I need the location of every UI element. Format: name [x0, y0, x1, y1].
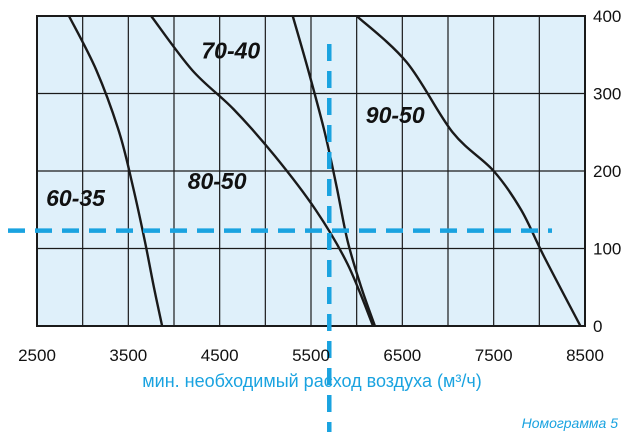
curve-60-35 [67, 15, 164, 327]
nomogram-caption: Номограмма 5 [522, 415, 619, 431]
x-tick-label: 8500 [566, 346, 604, 365]
y-tick-label: 400 [593, 7, 621, 26]
series-label-80-50: 80-50 [188, 168, 247, 194]
series-labels: 60-35 70-40 80-50 90-50 [46, 38, 425, 211]
y-tick-label: 100 [593, 240, 621, 259]
plot-frame [36, 15, 586, 327]
x-tick-label: 6500 [383, 346, 421, 365]
y-tick-label: 300 [593, 85, 621, 104]
y-tick-label: 200 [593, 162, 621, 181]
x-tick-label: 7500 [475, 346, 513, 365]
y-tick-label: 0 [593, 317, 602, 336]
x-tick-label: 2500 [18, 346, 56, 365]
x-tick-label: 4500 [201, 346, 239, 365]
x-tick-label: 3500 [109, 346, 147, 365]
curve-80-50 [291, 15, 377, 327]
series-label-70-40: 70-40 [201, 38, 260, 64]
curves [67, 15, 582, 327]
curve-70-40 [150, 15, 375, 327]
guide-lines [8, 44, 552, 432]
series-label-90-50: 90-50 [366, 102, 425, 128]
series-label-60-35: 60-35 [46, 185, 106, 211]
y-tick-labels: 0 100 200 300 400 [593, 7, 621, 336]
curve-90-50 [355, 15, 582, 327]
x-tick-label: 5500 [292, 346, 330, 365]
x-tick-labels: 2500 3500 4500 5500 6500 7500 8500 [18, 346, 604, 365]
x-axis-label: мин. необходимый расход воздуха (м³/ч) [142, 371, 481, 391]
